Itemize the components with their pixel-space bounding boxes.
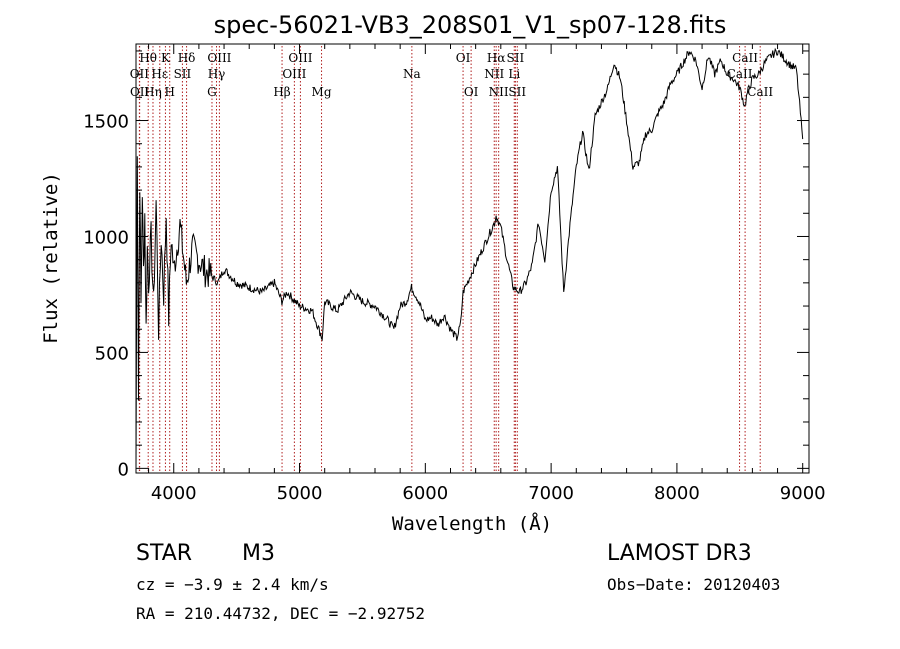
marker-label-11: G <box>207 85 217 99</box>
marker-label-3: Hε <box>151 67 168 81</box>
redshift-info: cz = −3.9 ± 2.4 km/s <box>136 575 329 594</box>
x-tick-label-0: 4000 <box>151 483 197 504</box>
axis-ticks <box>136 44 809 473</box>
survey-name: LAMOST DR3 <box>607 541 752 566</box>
marker-label-5: K <box>161 51 171 65</box>
marker-label-12: Hβ <box>273 85 290 99</box>
marker-label-20: NII <box>484 67 504 81</box>
marker-label-6: H <box>164 85 174 99</box>
marker-label-0: Hθ <box>139 51 157 65</box>
marker-label-2: OII <box>130 85 150 99</box>
coordinates: RA = 210.44732, DEC = −2.92752 <box>136 604 425 623</box>
x-axis-label: Wavelength (Å) <box>392 512 552 535</box>
chart-title: spec-56021-VB3_208S01_V1_sp07-128.fits <box>214 11 727 39</box>
marker-label-8: Hδ <box>178 51 196 65</box>
x-tick-label-3: 7000 <box>528 483 574 504</box>
spectrum-series-line <box>135 47 804 469</box>
x-tick-label-1: 5000 <box>277 483 323 504</box>
marker-label-18: OI <box>464 85 479 99</box>
marker-label-22: SII <box>507 51 525 65</box>
marker-label-23: Li <box>508 67 520 81</box>
y-tick-label-2: 1000 <box>83 227 129 248</box>
y-tick-label-1: 500 <box>95 343 129 364</box>
x-tick-label-5: 9000 <box>780 483 826 504</box>
marker-label-13: OIII <box>288 51 312 65</box>
marker-label-17: OI <box>456 51 471 65</box>
y-tick-label-0: 0 <box>118 459 129 480</box>
marker-label-25: CaII <box>732 51 758 65</box>
marker-label-16: Na <box>403 67 421 81</box>
object-subclass: M3 <box>242 541 275 566</box>
marker-label-26: CaII <box>727 67 753 81</box>
marker-label-19: Hα <box>487 51 506 65</box>
marker-label-27: CaII <box>747 85 773 99</box>
marker-label-15: Mg <box>312 85 332 99</box>
axis-tick-labels: 4000 5000 6000 7000 8000 9000 0 500 1000 1500 <box>83 112 825 504</box>
spectral-line-markers <box>138 46 761 473</box>
marker-label-24: SII <box>508 85 526 99</box>
marker-label-14: OIII <box>282 67 306 81</box>
marker-label-7: SII <box>174 67 192 81</box>
x-tick-label-2: 6000 <box>402 483 448 504</box>
plot-frame <box>135 43 810 474</box>
x-tick-label-4: 8000 <box>654 483 700 504</box>
marker-label-21: NII <box>489 85 509 99</box>
marker-label-4: Hη <box>144 85 162 99</box>
y-axis-label: Flux (relative) <box>40 172 62 344</box>
observation-date: Obs−Date: 20120403 <box>607 575 780 594</box>
object-class: STAR <box>136 541 192 566</box>
y-tick-label-3: 1500 <box>83 112 129 133</box>
marker-label-10: Hγ <box>208 67 226 81</box>
marker-label-9: OIII <box>207 51 231 65</box>
